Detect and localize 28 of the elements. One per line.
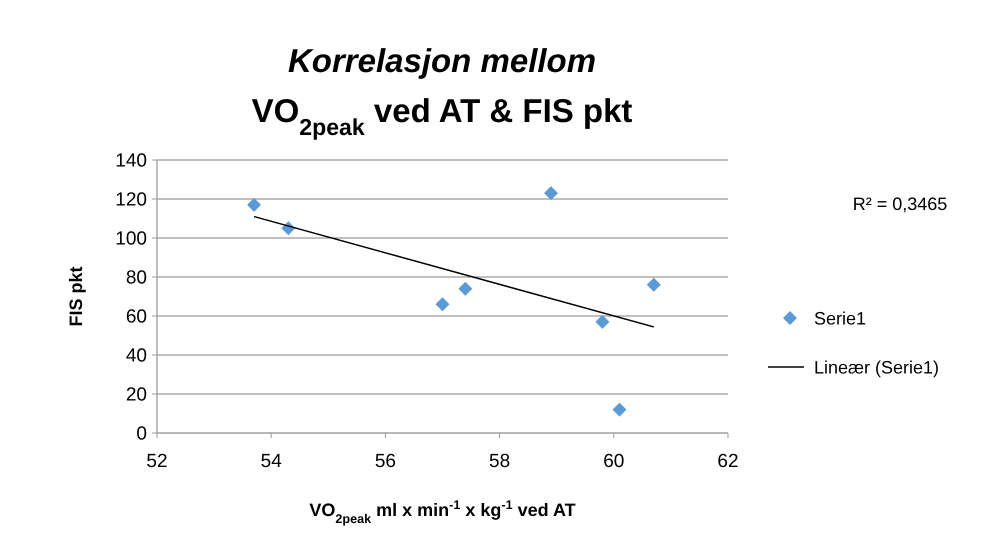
x-axis-title: VO$_{2peak}$ ml x min$^{-1}$ x kg$^{-1}$ ved AT xyxy=(309,498,576,526)
y-tick-label: 120 xyxy=(115,190,147,211)
chart-title: Korrelasjon mellom xyxy=(288,42,596,79)
x-tick-label: 52 xyxy=(146,451,168,472)
chart-subtitle: VO$_{2peak}$ ved AT & FIS pkt xyxy=(252,92,632,140)
point xyxy=(544,186,558,200)
x-tick-label: 60 xyxy=(603,451,624,472)
point xyxy=(247,198,262,212)
text: R² = 0,3465 xyxy=(852,194,948,214)
y-tick-label: 60 xyxy=(126,306,147,328)
x-tick-label: 62 xyxy=(717,451,739,472)
legend-label: Serie1 xyxy=(814,308,866,328)
point xyxy=(458,282,472,296)
point xyxy=(595,314,610,329)
point xyxy=(436,297,450,312)
y-tick-label: 40 xyxy=(126,346,147,367)
y-tick-label: 80 xyxy=(126,268,147,289)
y-tick-label: 20 xyxy=(126,384,147,406)
x-tick-label: 56 xyxy=(374,451,396,472)
x-tick-label: 54 xyxy=(260,451,282,472)
point xyxy=(612,402,627,417)
y-tick-label: 140 xyxy=(115,150,147,172)
y-axis-title: FIS pkt xyxy=(66,266,86,327)
y-tick-label: 0 xyxy=(136,424,147,445)
legend-label: Lineær (Serie1) xyxy=(814,357,940,378)
x-tick-label: 58 xyxy=(489,451,510,472)
point xyxy=(646,278,661,292)
y-tick-label: 100 xyxy=(115,228,147,250)
